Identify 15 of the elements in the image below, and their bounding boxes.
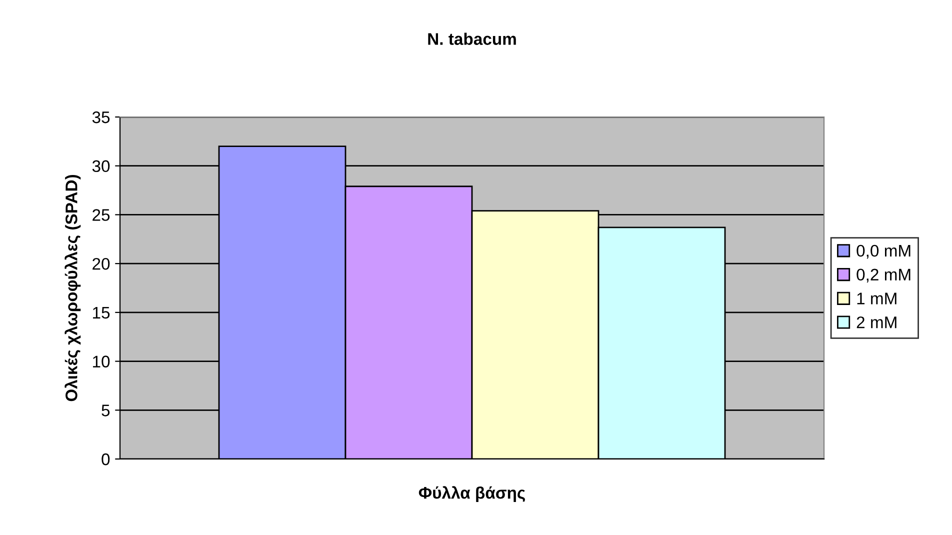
chart-title: N. tabacum — [428, 32, 516, 45]
x-axis-title: Φύλλα βάσης — [418, 486, 525, 502]
y-tick-label: 35 — [92, 111, 110, 124]
y-tick-label: 15 — [93, 307, 110, 319]
legend-label: 0,0 mM — [856, 244, 910, 259]
legend-label: 1 mM — [857, 292, 896, 304]
y-tick-label: 30 — [92, 160, 110, 172]
y-tick-label: 20 — [92, 258, 110, 270]
y-tick-label: 0 — [102, 453, 110, 466]
legend-label: 2 mM — [856, 316, 896, 328]
y-tick-label: 25 — [92, 209, 110, 221]
legend-label: 0,2 mM — [856, 268, 910, 283]
y-axis-title: Ολικές χλωροφύλλες (SPAD) — [64, 174, 81, 402]
y-tick-label: 5 — [102, 404, 110, 416]
y-tick-label: 10 — [93, 356, 110, 368]
